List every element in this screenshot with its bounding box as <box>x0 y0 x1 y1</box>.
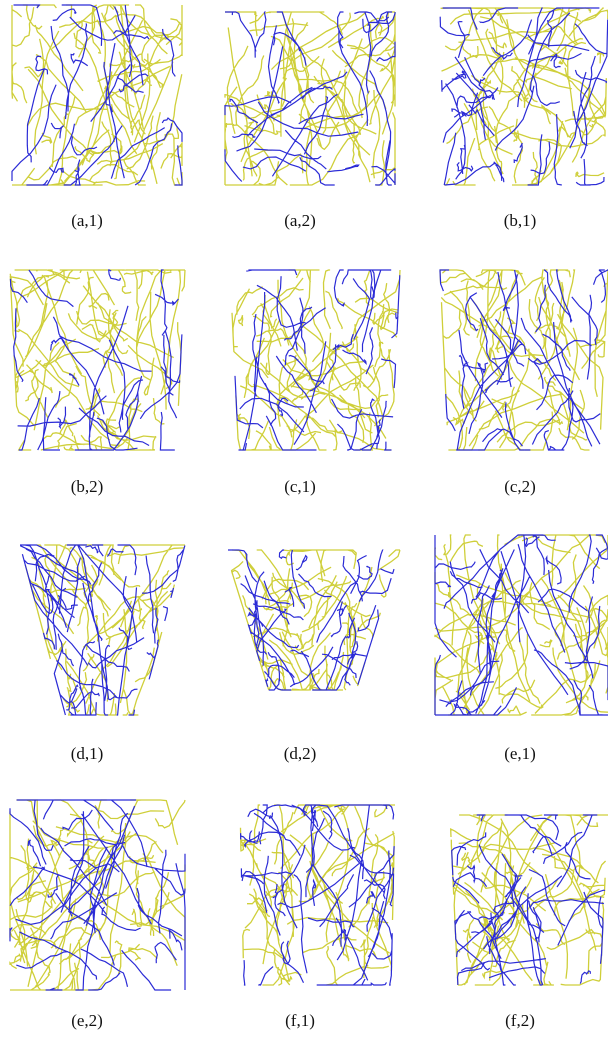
vessel-image <box>19 544 186 716</box>
panel-label: (a,1) <box>71 211 103 230</box>
panel-label: (a,2) <box>284 211 316 230</box>
vessel-blue <box>439 269 608 451</box>
vessel-yellow <box>434 534 608 716</box>
vessel-image <box>434 534 608 716</box>
panel-label: (f,2) <box>505 1011 535 1030</box>
vessel-blue <box>9 269 183 451</box>
vessel-blue <box>9 799 186 991</box>
vessel-yellow <box>11 4 183 186</box>
vessel-blue <box>224 11 396 186</box>
panel-label: (e,2) <box>71 1011 103 1030</box>
vessel-image <box>439 7 608 186</box>
panel-label: (b,2) <box>71 477 104 496</box>
vessel-blue <box>451 814 606 986</box>
vessel-blue <box>19 544 186 716</box>
panel-label: (d,2) <box>284 744 317 763</box>
vessel-blue <box>240 804 395 986</box>
vessel-blue <box>434 534 608 716</box>
vessel-image <box>224 10 396 186</box>
panel-label: (c,1) <box>284 477 316 496</box>
vessel-image <box>231 269 401 451</box>
vessel-image <box>450 814 608 986</box>
vessel-blue <box>234 269 401 451</box>
panel-label: (e,1) <box>504 744 536 763</box>
vessel-blue <box>439 7 608 186</box>
panel-label: (b,1) <box>504 211 537 230</box>
panel-label: (c,2) <box>504 477 536 496</box>
vessel-yellow <box>440 7 608 186</box>
vessel-yellow <box>24 544 185 716</box>
vessel-image <box>239 804 395 986</box>
vessel-yellow <box>231 269 401 451</box>
vessel-image <box>11 4 183 186</box>
vessel-blue <box>228 549 395 691</box>
vessel-image <box>228 549 401 691</box>
vessel-image <box>9 799 186 991</box>
vessel-yellow <box>224 10 396 186</box>
vessel-blue <box>11 4 183 186</box>
panel-label: (d,1) <box>71 744 104 763</box>
panel-label: (f,1) <box>285 1011 315 1030</box>
vessel-image <box>9 269 186 451</box>
vessel-image <box>439 269 608 451</box>
